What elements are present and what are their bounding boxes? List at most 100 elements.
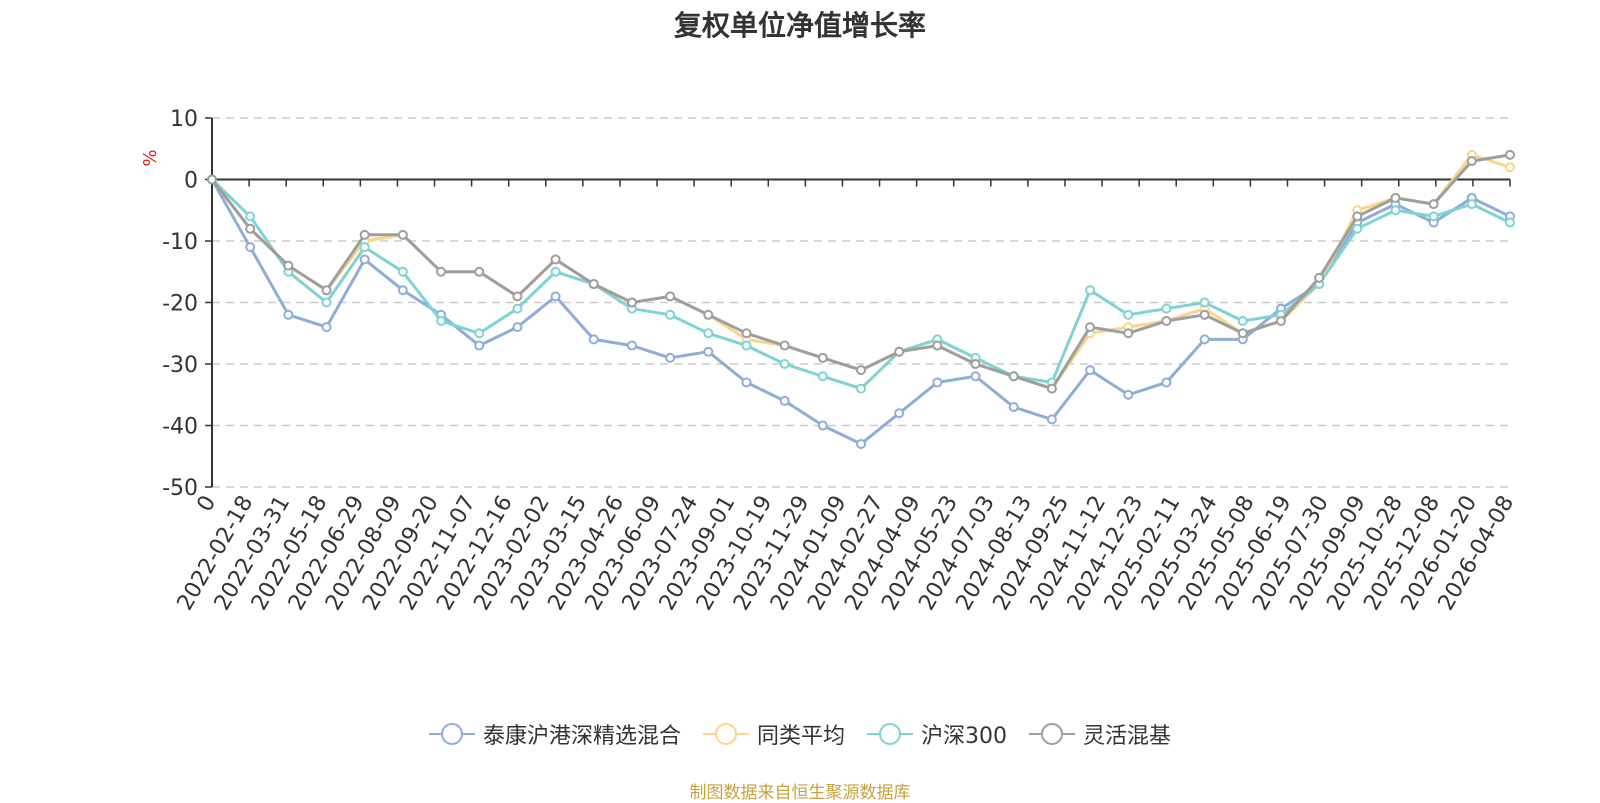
series-point: [703, 328, 714, 339]
series-point: [397, 229, 408, 240]
series-point: [856, 438, 866, 449]
series-point: [245, 242, 256, 253]
series-point: [665, 291, 676, 302]
legend-label: 同类平均: [756, 724, 845, 749]
series-point: [894, 408, 905, 419]
series-point: [1199, 297, 1210, 308]
series-point: [1008, 371, 1019, 382]
series-point: [436, 315, 447, 326]
tick-labels: 100-10-20-30-40-50%02022-02-182022-03-31…: [140, 107, 1519, 615]
series-point: [626, 340, 637, 351]
series-point: [741, 328, 752, 339]
series-point: [283, 260, 294, 271]
legend-item[interactable]: 沪深300: [867, 718, 1007, 750]
series-point: [665, 352, 676, 363]
grid-lines: [212, 117, 1510, 488]
series-point: [1123, 309, 1134, 320]
series-point: [1390, 192, 1401, 203]
series-lines: [207, 149, 1515, 449]
series-point: [321, 322, 332, 333]
series-point: [245, 211, 256, 222]
series-point: [703, 346, 714, 357]
series-point: [1505, 217, 1515, 228]
series-point: [588, 279, 599, 290]
series-point: [970, 371, 981, 382]
series-point: [1352, 223, 1363, 234]
series-point: [359, 242, 370, 253]
y-tick-label: -20: [162, 292, 198, 317]
series-point: [359, 254, 370, 265]
legend-marker-icon: [702, 723, 749, 745]
series-point: [207, 174, 217, 185]
series-point: [550, 291, 561, 302]
y-tick-label: -40: [162, 415, 198, 440]
y-tick-label: 0: [184, 169, 198, 194]
series-point: [1390, 205, 1401, 216]
series-point: [1123, 389, 1134, 400]
x-tick-label: 0: [193, 492, 222, 517]
series-point: [1505, 149, 1515, 160]
series-point: [932, 377, 943, 388]
legend-label: 灵活混基: [1083, 724, 1172, 749]
series-point: [245, 223, 256, 234]
series-point: [741, 377, 752, 388]
series-point: [1352, 211, 1363, 222]
series-point: [894, 346, 905, 357]
series-point: [626, 297, 637, 308]
legend-label: 泰康沪港深精选混合: [482, 724, 681, 749]
series-point: [817, 352, 828, 363]
legend-item[interactable]: 泰康沪港深精选混合: [428, 718, 681, 750]
series-point: [1046, 383, 1057, 394]
series-point: [1046, 414, 1057, 425]
series-point: [588, 334, 599, 345]
series-point: [779, 395, 790, 406]
series-point: [703, 309, 714, 320]
legend-label: 沪深300: [921, 724, 1007, 749]
chart-title: 复权单位净值增长率: [673, 9, 926, 42]
series-point: [321, 297, 332, 308]
series-point: [1085, 285, 1096, 296]
legend-item[interactable]: 灵活混基: [1029, 718, 1171, 750]
series-point: [779, 340, 790, 351]
series-point: [932, 340, 943, 351]
series-point: [512, 322, 523, 333]
series-point: [1161, 303, 1172, 314]
series-point: [1199, 309, 1210, 320]
series-point: [1237, 328, 1248, 339]
series-point: [817, 371, 828, 382]
series-point: [665, 309, 676, 320]
series-point: [779, 359, 790, 369]
y-axis-label: %: [140, 149, 161, 166]
series-point: [550, 266, 561, 277]
series-point: [550, 254, 561, 265]
series-point: [1085, 322, 1096, 333]
series-point: [1085, 365, 1096, 376]
legend-item[interactable]: 同类平均: [702, 718, 845, 750]
series-point: [856, 365, 866, 376]
series-point: [512, 303, 523, 314]
series-point: [397, 266, 408, 277]
series-point: [1008, 402, 1019, 413]
legend-marker-icon: [1029, 723, 1075, 745]
series-point: [1161, 315, 1172, 326]
series-point: [474, 340, 485, 351]
series-point: [397, 285, 408, 296]
series-point: [817, 420, 828, 431]
legend-marker-icon: [428, 723, 475, 745]
series-point: [1466, 199, 1477, 210]
series-point: [512, 291, 523, 302]
data-source-note: 制图数据来自恒生聚源数据库: [689, 783, 911, 803]
series-point: [970, 359, 981, 369]
y-tick-label: 10: [170, 107, 198, 132]
legend-marker-icon: [867, 723, 913, 745]
series-line: [210, 178, 1512, 446]
y-tick-label: -30: [162, 353, 198, 378]
series-point: [359, 229, 370, 240]
series-point: [1314, 272, 1325, 283]
series-point: [436, 266, 447, 277]
series-point: [1428, 199, 1439, 210]
chart-legend: 泰康沪港深精选混合 同类平均 沪深300 灵活混基: [0, 718, 1600, 750]
series-point: [1505, 162, 1515, 173]
y-tick-label: -10: [162, 230, 198, 255]
